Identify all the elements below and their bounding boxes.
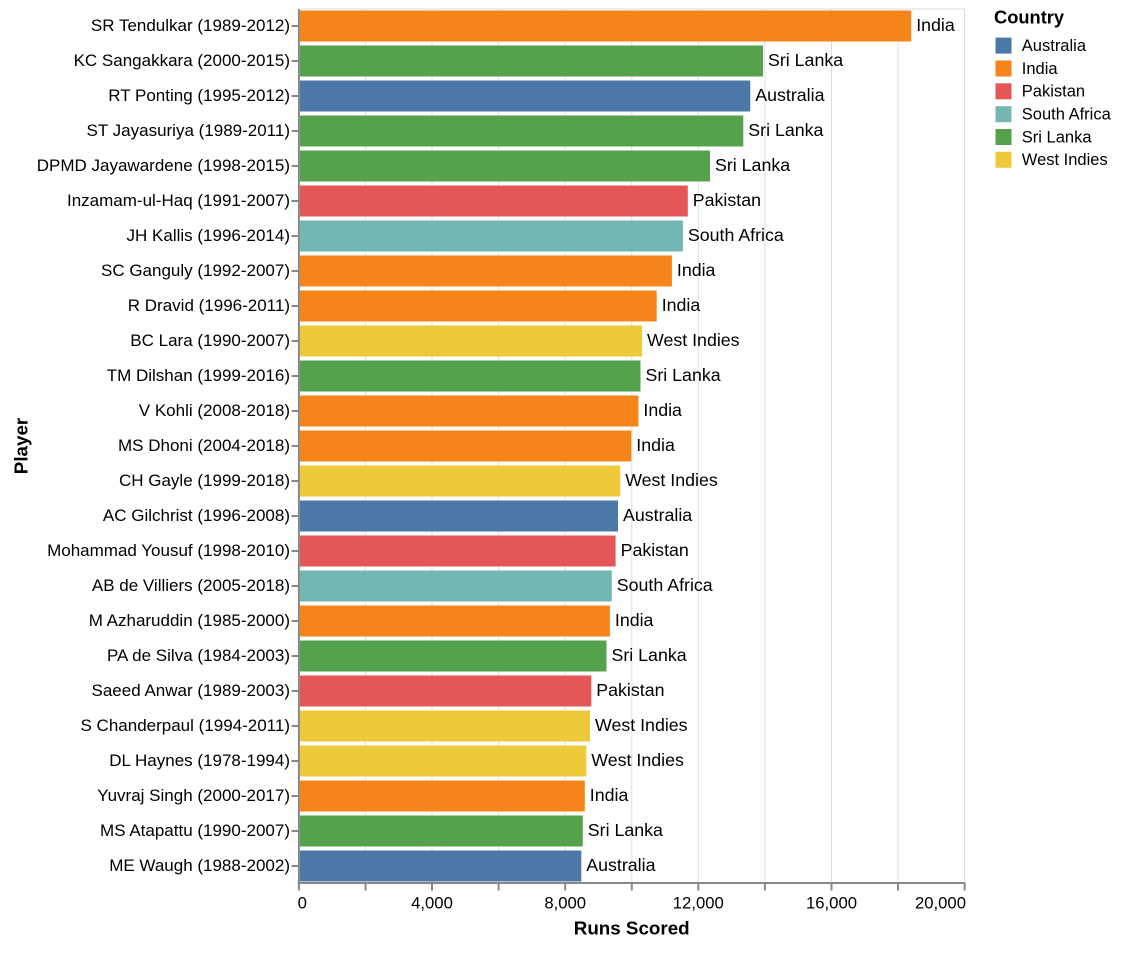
svg-text:RT Ponting (1995-2012): RT Ponting (1995-2012): [108, 86, 290, 105]
svg-text:DL Haynes (1978-1994): DL Haynes (1978-1994): [109, 751, 290, 770]
svg-text:India: India: [636, 435, 675, 455]
svg-text:Player: Player: [10, 417, 31, 474]
svg-text:Australia: Australia: [586, 855, 655, 875]
svg-text:AC Gilchrist (1996-2008): AC Gilchrist (1996-2008): [103, 506, 290, 525]
svg-text:MS Dhoni (2004-2018): MS Dhoni (2004-2018): [118, 436, 290, 455]
svg-text:India: India: [677, 260, 716, 280]
svg-text:8,000: 8,000: [544, 894, 586, 913]
svg-text:Australia: Australia: [1022, 37, 1087, 55]
svg-text:Pakistan: Pakistan: [693, 190, 761, 210]
svg-text:JH Kallis (1996-2014): JH Kallis (1996-2014): [127, 226, 290, 245]
svg-text:SR Tendulkar (1989-2012): SR Tendulkar (1989-2012): [91, 16, 290, 35]
svg-text:India: India: [643, 400, 682, 420]
svg-text:South Africa: South Africa: [1022, 106, 1112, 124]
svg-text:Australia: Australia: [755, 85, 824, 105]
svg-text:India: India: [1022, 60, 1059, 78]
svg-text:M Azharuddin (1985-2000): M Azharuddin (1985-2000): [89, 611, 290, 630]
svg-text:India: India: [916, 15, 955, 35]
svg-text:India: India: [662, 295, 701, 315]
svg-text:PA de Silva (1984-2003): PA de Silva (1984-2003): [107, 646, 290, 665]
svg-text:Pakistan: Pakistan: [621, 540, 689, 560]
svg-text:West Indies: West Indies: [647, 330, 740, 350]
svg-text:SC Ganguly (1992-2007): SC Ganguly (1992-2007): [101, 261, 290, 280]
svg-text:S Chanderpaul (1994-2011): S Chanderpaul (1994-2011): [81, 716, 291, 735]
svg-text:ME Waugh (1988-2002): ME Waugh (1988-2002): [109, 856, 290, 875]
svg-text:Mohammad Yousuf (1998-2010): Mohammad Yousuf (1998-2010): [47, 541, 290, 560]
svg-text:Pakistan: Pakistan: [1022, 83, 1085, 101]
svg-text:South Africa: South Africa: [617, 575, 713, 595]
svg-text:Country: Country: [994, 6, 1065, 27]
svg-text:West Indies: West Indies: [595, 715, 688, 735]
svg-text:AB de Villiers (2005-2018): AB de Villiers (2005-2018): [92, 576, 290, 595]
svg-text:Sri Lanka: Sri Lanka: [646, 365, 721, 385]
svg-text:Australia: Australia: [623, 505, 692, 525]
svg-text:South Africa: South Africa: [688, 225, 784, 245]
svg-text:Pakistan: Pakistan: [596, 680, 664, 700]
svg-text:BC Lara (1990-2007): BC Lara (1990-2007): [130, 331, 290, 350]
svg-text:CH Gayle (1999-2018): CH Gayle (1999-2018): [119, 471, 290, 490]
svg-text:Runs Scored: Runs Scored: [574, 918, 690, 939]
svg-text:16,000: 16,000: [806, 894, 857, 913]
svg-text:Sri Lanka: Sri Lanka: [1022, 128, 1093, 146]
svg-text:Inzamam-ul-Haq (1991-2007): Inzamam-ul-Haq (1991-2007): [67, 191, 290, 210]
svg-text:West Indies: West Indies: [625, 470, 718, 490]
svg-text:DPMD Jayawardene (1998-2015): DPMD Jayawardene (1998-2015): [37, 156, 290, 175]
svg-text:India: India: [615, 610, 654, 630]
svg-text:Sri Lanka: Sri Lanka: [768, 50, 843, 70]
svg-text:Sri Lanka: Sri Lanka: [612, 645, 687, 665]
svg-text:4,000: 4,000: [411, 894, 453, 913]
svg-text:MS Atapattu (1990-2007): MS Atapattu (1990-2007): [100, 821, 290, 840]
svg-text:V Kohli (2008-2018): V Kohli (2008-2018): [139, 401, 290, 420]
svg-text:Sri Lanka: Sri Lanka: [588, 820, 663, 840]
svg-text:West Indies: West Indies: [591, 750, 684, 770]
svg-text:R Dravid (1996-2011): R Dravid (1996-2011): [128, 296, 290, 315]
svg-text:India: India: [590, 785, 629, 805]
svg-text:12,000: 12,000: [673, 894, 724, 913]
svg-text:20,000: 20,000: [915, 894, 966, 913]
svg-text:TM Dilshan (1999-2016): TM Dilshan (1999-2016): [107, 366, 290, 385]
svg-text:KC Sangakkara (2000-2015): KC Sangakkara (2000-2015): [74, 51, 290, 70]
svg-text:West Indies: West Indies: [1022, 151, 1108, 169]
svg-text:0: 0: [298, 894, 307, 913]
svg-text:Sri Lanka: Sri Lanka: [715, 155, 790, 175]
svg-text:Sri Lanka: Sri Lanka: [748, 120, 823, 140]
svg-text:ST Jayasuriya (1989-2011): ST Jayasuriya (1989-2011): [87, 121, 290, 140]
svg-text:Yuvraj Singh (2000-2017): Yuvraj Singh (2000-2017): [97, 786, 290, 805]
svg-text:Saeed Anwar (1989-2003): Saeed Anwar (1989-2003): [92, 681, 290, 700]
